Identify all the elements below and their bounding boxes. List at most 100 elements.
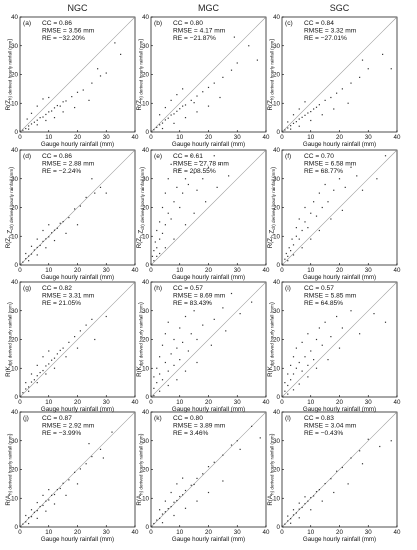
x-axis-label-k: Gauge hourly rainfall (mm) (172, 536, 245, 543)
data-point-l (336, 470, 338, 472)
data-point-b (179, 108, 181, 110)
data-point-c (298, 125, 300, 127)
data-point-l (361, 463, 364, 465)
data-point-f (298, 218, 300, 220)
y-tick-label-f: 10 (273, 233, 280, 240)
y-tick-label-e: 0 (146, 262, 150, 269)
data-point-f (376, 178, 378, 180)
data-point-i (290, 379, 292, 381)
panel-label-g: (g) (23, 285, 31, 292)
data-point-h (164, 333, 166, 335)
data-point-l (318, 489, 320, 491)
one-to-one-line-c (281, 16, 398, 133)
data-point-i (307, 376, 309, 378)
x-tick-label-d: 20 (74, 267, 81, 274)
data-point-d (74, 208, 76, 210)
y-tick-label-b: 10 (142, 100, 149, 107)
y-axis-label-g: R(Kdp) derived hourly rainfall (mm) (5, 302, 14, 377)
data-point-b (248, 45, 250, 47)
data-point-f (318, 192, 320, 194)
data-point-h (187, 350, 189, 352)
y-tick-label-b: 40 (142, 14, 149, 21)
y-tick-label-c: 0 (277, 129, 281, 136)
x-tick-label-a: 20 (74, 134, 81, 141)
data-point-k (207, 491, 210, 494)
data-point-b (213, 82, 215, 84)
data-point-f (288, 247, 290, 249)
data-point-a (120, 53, 122, 55)
stat-g-1: RMSE = 3.31 mm (42, 293, 95, 300)
data-point-h (196, 338, 198, 341)
data-point-i (313, 359, 315, 361)
data-point-f (291, 238, 293, 240)
data-point-l (330, 478, 332, 480)
data-point-e (179, 206, 181, 209)
data-point-c (284, 129, 286, 131)
data-point-h (164, 361, 166, 364)
x-tick-label-e: 0 (149, 267, 153, 274)
data-point-b (170, 99, 172, 101)
data-point-g (39, 371, 41, 374)
data-point-k (251, 425, 253, 427)
x-tick-label-e: 40 (263, 267, 270, 274)
data-point-f (301, 247, 303, 249)
x-tick-label-a: 40 (132, 134, 139, 141)
data-point-b (182, 105, 184, 107)
stat-a-2: RE = −32.20% (42, 35, 85, 42)
stat-f-1: RMSE = 6.58 mm (304, 161, 357, 168)
data-point-j (36, 510, 38, 512)
data-point-k (170, 505, 172, 508)
y-tick-label-f: 0 (277, 262, 281, 269)
data-point-b (236, 62, 238, 64)
data-point-e (219, 163, 221, 165)
x-tick-label-c: 40 (394, 134, 401, 141)
data-point-k (196, 500, 198, 502)
data-point-j (59, 487, 61, 490)
data-point-k (179, 495, 181, 498)
data-point-l (304, 503, 306, 505)
x-axis-label-i: Gauge hourly rainfall (mm) (303, 406, 376, 413)
data-point-c (350, 82, 352, 84)
stat-k-2: RE = 3.46% (173, 430, 209, 437)
data-point-e (151, 255, 154, 257)
y-axis-label-a: R(Zh) derived hourly rainfall (mm) (5, 39, 14, 111)
data-point-k (222, 454, 224, 456)
data-point-i (301, 341, 303, 343)
y-tick-label-g: 20 (11, 337, 18, 344)
data-point-b (159, 114, 161, 116)
data-point-b (207, 86, 210, 89)
data-point-j (22, 523, 24, 525)
data-point-f (384, 155, 387, 157)
data-point-h (167, 370, 169, 372)
data-point-l (292, 509, 295, 511)
y-tick-label-l: 30 (273, 438, 280, 445)
panel-label-e: (e) (154, 153, 162, 160)
data-point-c (292, 114, 295, 116)
data-point-h (184, 315, 187, 318)
data-point-i (284, 390, 286, 392)
data-point-j (85, 463, 87, 465)
data-point-d (51, 232, 53, 234)
stat-c-1: RMSE = 3.32 mm (304, 28, 357, 35)
data-point-g (25, 382, 27, 384)
data-point-i (292, 373, 295, 375)
data-point-l (298, 508, 300, 510)
data-point-c (290, 125, 292, 127)
y-tick-label-d: 0 (15, 262, 19, 269)
data-point-d (53, 229, 56, 231)
y-axis-label-j: R(Ah) derived hourly rainfall (mm) (5, 433, 14, 505)
x-tick-label-i: 0 (280, 399, 284, 406)
y-tick-label-e: 20 (142, 205, 149, 212)
data-point-d (45, 247, 47, 249)
one-to-one-line-l (281, 411, 398, 528)
data-point-j (25, 521, 27, 523)
data-point-f (292, 244, 295, 246)
data-point-g (94, 338, 96, 341)
data-point-h (153, 387, 155, 389)
data-point-l (295, 512, 297, 514)
data-point-g (79, 330, 81, 332)
x-tick-label-g: 10 (45, 399, 52, 406)
data-point-g (42, 356, 44, 358)
data-point-j (48, 489, 50, 491)
x-tick-label-l: 20 (336, 529, 343, 536)
